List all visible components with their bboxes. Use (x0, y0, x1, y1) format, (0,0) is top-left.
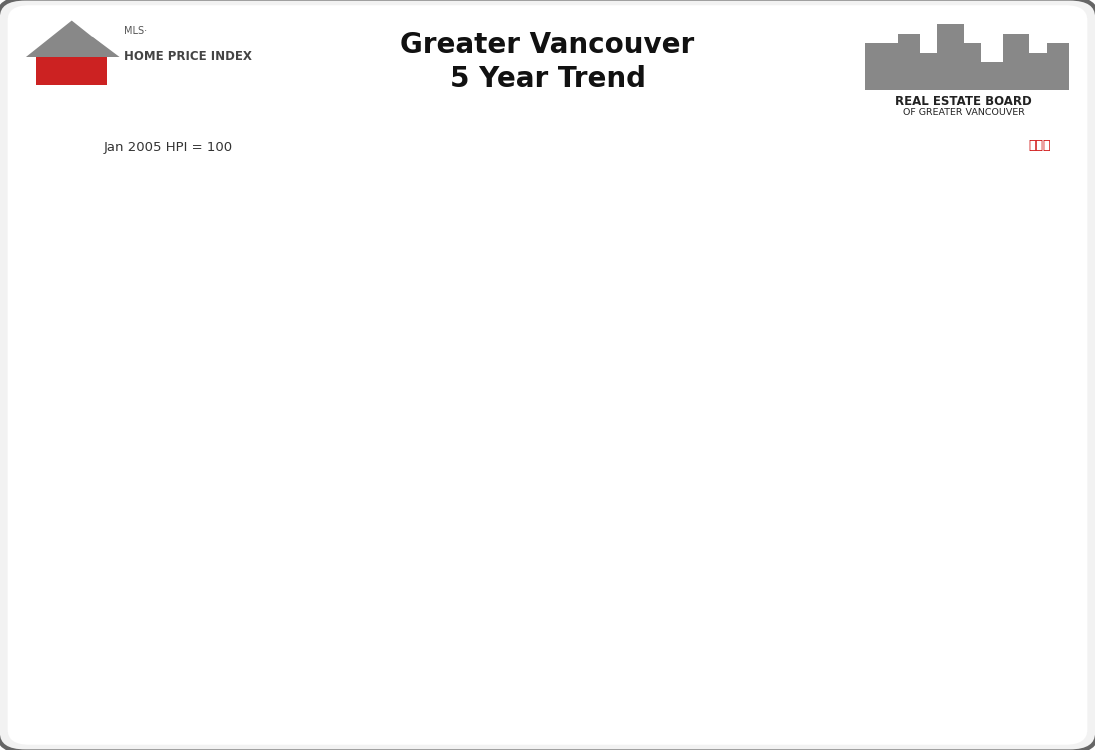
Text: 5 Year Trend: 5 Year Trend (450, 64, 645, 93)
Text: Jan 2005 HPI = 100: Jan 2005 HPI = 100 (104, 141, 233, 154)
Polygon shape (36, 57, 107, 86)
Text: Greater Vancouver: Greater Vancouver (401, 31, 694, 59)
Bar (865, 43, 898, 90)
Text: HOME PRICE INDEX: HOME PRICE INDEX (124, 50, 252, 64)
Text: OF GREATER VANCOUVER: OF GREATER VANCOUVER (902, 108, 1025, 117)
Bar (937, 25, 964, 90)
Text: Price
Index: Price Index (25, 391, 68, 423)
Bar (1047, 43, 1069, 90)
Bar (1029, 53, 1047, 90)
Text: ⓂⓁⓈ: ⓂⓁⓈ (1028, 140, 1051, 152)
Bar (920, 53, 937, 90)
Text: REAL ESTATE BOARD: REAL ESTATE BOARD (896, 94, 1031, 108)
Bar (1003, 34, 1029, 90)
Bar (981, 62, 1003, 90)
Bar (898, 34, 920, 90)
Polygon shape (26, 20, 117, 57)
Text: MLS·: MLS· (124, 26, 147, 36)
Polygon shape (66, 37, 119, 57)
Bar (964, 43, 981, 90)
Legend: Residential, Detached, Townhouse, Apartment: Residential, Detached, Townhouse, Apartm… (310, 92, 860, 122)
